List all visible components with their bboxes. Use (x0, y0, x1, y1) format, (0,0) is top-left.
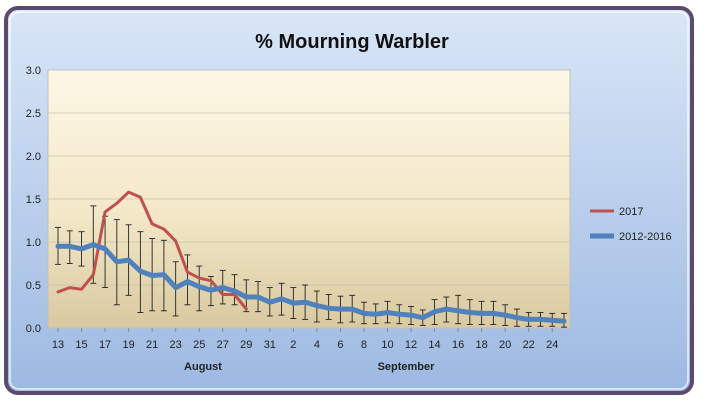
x-tick-label: 20 (499, 339, 511, 351)
x-tick-label: 25 (193, 339, 205, 351)
x-tick-label: 23 (170, 339, 182, 351)
x-tick-label: 21 (146, 339, 158, 351)
gridlines (48, 112, 570, 286)
series-line-2012-2016 (55, 242, 567, 324)
legend-label: 2012-2016 (619, 231, 672, 243)
x-tick-label: 8 (361, 339, 367, 351)
y-tick-label: 0.0 (26, 323, 41, 335)
x-tick-label: 16 (452, 339, 464, 351)
y-tick-label: 1.5 (26, 194, 41, 206)
x-tick-label: 18 (476, 339, 488, 351)
x-tick-label: 12 (405, 339, 417, 351)
y-tick-label: 0.5 (26, 280, 41, 292)
series-line-2017 (56, 190, 248, 311)
x-tick-label: 4 (314, 339, 320, 351)
x-axis: 13 15 17 19 21 23 25 27 29 31 2 4 6 8 10 12 14 16 18 20 22 24 (52, 328, 558, 351)
month-label: August (184, 361, 222, 373)
y-tick-label: 2.0 (26, 151, 41, 163)
y-tick-label: 3.0 (26, 65, 41, 77)
x-tick-label: 29 (240, 339, 252, 351)
month-label: September (378, 361, 436, 373)
chart-inner-border (9, 11, 689, 390)
y-axis: 0.0 0.5 1.0 1.5 2.0 2.5 3.0 (26, 65, 41, 335)
x-tick-label: 19 (122, 339, 134, 351)
chart-title: % Mourning Warbler (255, 31, 449, 53)
x-tick-label: 15 (75, 339, 87, 351)
x-tick-label: 31 (264, 339, 276, 351)
x-tick-label: 10 (381, 339, 393, 351)
x-tick-label: 6 (337, 339, 343, 351)
y-tick-label: 1.0 (26, 237, 41, 249)
x-tick-label: 24 (546, 339, 558, 351)
x-tick-label: 13 (52, 339, 64, 351)
legend: 2017 2012-2016 (590, 206, 672, 243)
series-lines (55, 190, 567, 324)
x-tick-label: 14 (428, 339, 440, 351)
y-tick-label: 2.5 (26, 108, 41, 120)
x-tick-label: 2 (290, 339, 296, 351)
x-tick-label: 17 (99, 339, 111, 351)
month-labels: August September (184, 361, 435, 373)
x-tick-label: 22 (523, 339, 535, 351)
x-tick-label: 27 (217, 339, 229, 351)
legend-label: 2017 (619, 206, 643, 218)
